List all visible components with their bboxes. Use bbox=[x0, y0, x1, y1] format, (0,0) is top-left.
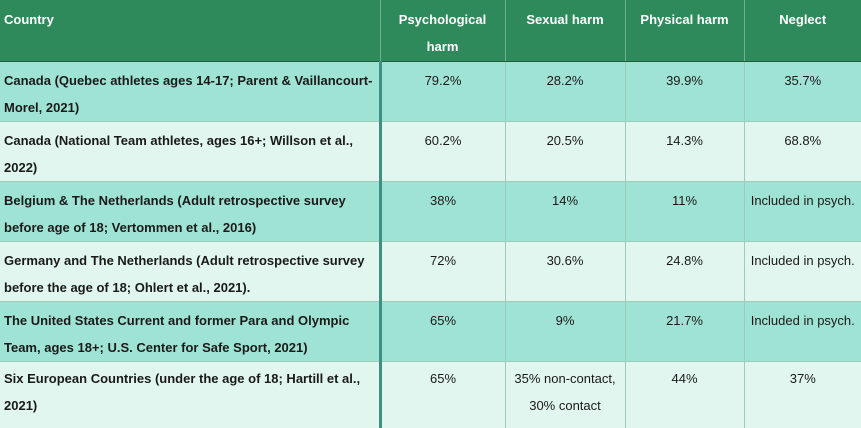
sexual-cell: 35% non-contact, 30% contact bbox=[504, 360, 625, 428]
psychological-cell: 65% bbox=[379, 360, 505, 428]
psychological-cell: 72% bbox=[379, 240, 505, 301]
table-row: Six European Countries (under the age of… bbox=[0, 360, 861, 428]
table-row: Germany and The Netherlands (Adult retro… bbox=[0, 240, 861, 301]
sexual-cell: 30.6% bbox=[504, 240, 625, 301]
neglect-cell: 37% bbox=[743, 360, 861, 428]
header-neglect: Neglect bbox=[743, 0, 861, 62]
table-row: Canada (Quebec athletes ages 14-17; Pare… bbox=[0, 60, 861, 121]
country-cell: Belgium & The Netherlands (Adult retrosp… bbox=[0, 180, 382, 241]
psychological-cell: 60.2% bbox=[379, 120, 505, 181]
physical-cell: 24.8% bbox=[624, 240, 744, 301]
sexual-cell: 14% bbox=[504, 180, 625, 241]
header-physical-harm: Physical harm bbox=[624, 0, 744, 62]
physical-cell: 11% bbox=[624, 180, 744, 241]
table-row: Belgium & The Netherlands (Adult retrosp… bbox=[0, 180, 861, 241]
country-cell: Six European Countries (under the age of… bbox=[0, 360, 382, 428]
table-row: The United States Current and former Par… bbox=[0, 300, 861, 361]
country-cell: Germany and The Netherlands (Adult retro… bbox=[0, 240, 382, 301]
physical-cell: 44% bbox=[624, 360, 744, 428]
header-psychological-harm: Psychological harm bbox=[379, 0, 505, 62]
country-cell: The United States Current and former Par… bbox=[0, 300, 382, 361]
country-cell: Canada (Quebec athletes ages 14-17; Pare… bbox=[0, 60, 382, 121]
sexual-cell: 28.2% bbox=[504, 60, 625, 121]
physical-cell: 39.9% bbox=[624, 60, 744, 121]
country-cell: Canada (National Team athletes, ages 16+… bbox=[0, 120, 382, 181]
psychological-cell: 79.2% bbox=[379, 60, 505, 121]
psychological-cell: 65% bbox=[379, 300, 505, 361]
neglect-cell: Included in psych. bbox=[743, 180, 861, 241]
sexual-cell: 9% bbox=[504, 300, 625, 361]
table-row: Canada (National Team athletes, ages 16+… bbox=[0, 120, 861, 181]
neglect-cell: 68.8% bbox=[743, 120, 861, 181]
neglect-cell: Included in psych. bbox=[743, 300, 861, 361]
physical-cell: 21.7% bbox=[624, 300, 744, 361]
sexual-cell: 20.5% bbox=[504, 120, 625, 181]
neglect-cell: 35.7% bbox=[743, 60, 861, 121]
psychological-cell: 38% bbox=[379, 180, 505, 241]
header-country: Country bbox=[0, 0, 380, 62]
physical-cell: 14.3% bbox=[624, 120, 744, 181]
header-row: Country Psychological harm Sexual harm P… bbox=[0, 0, 861, 62]
neglect-cell: Included in psych. bbox=[743, 240, 861, 301]
header-sexual-harm: Sexual harm bbox=[504, 0, 625, 62]
